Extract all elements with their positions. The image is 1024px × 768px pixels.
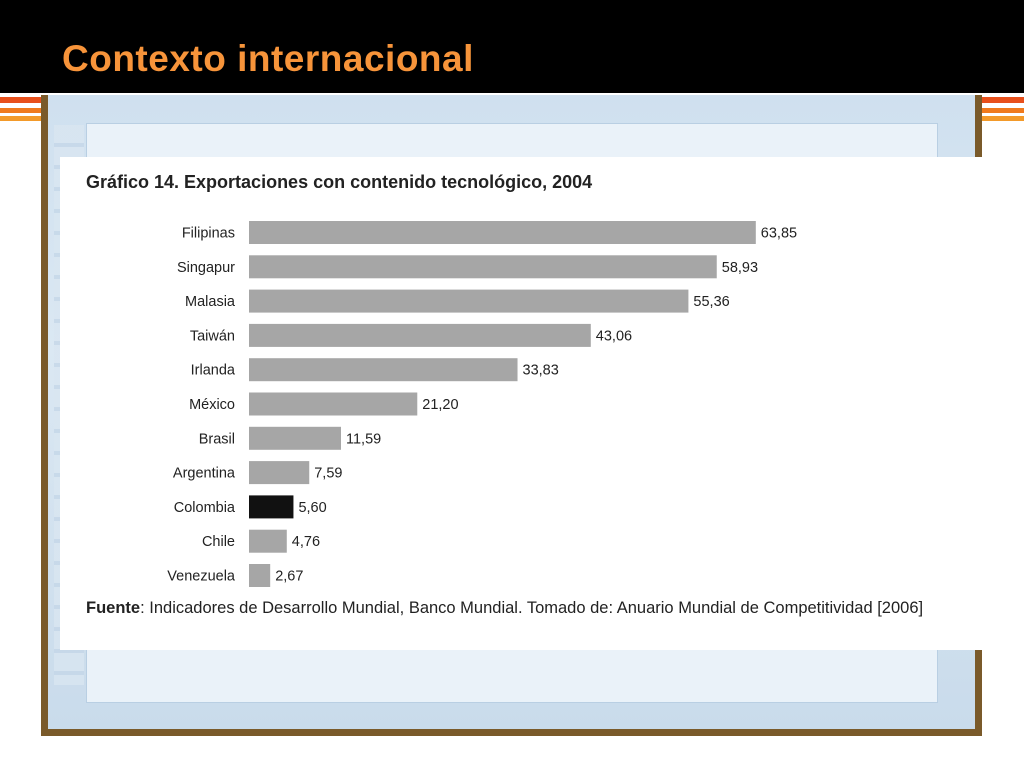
value-label: 2,67 — [275, 569, 303, 585]
category-label: Argentina — [173, 466, 236, 482]
category-label: Filipinas — [182, 226, 235, 242]
value-label: 11,59 — [346, 431, 381, 447]
bar — [249, 358, 518, 382]
value-label: 58,93 — [722, 260, 758, 276]
bar — [249, 495, 294, 519]
category-label: Brasil — [199, 431, 235, 447]
slide-title: Contexto internacional — [62, 38, 474, 79]
bar — [249, 461, 310, 485]
value-label: 63,85 — [761, 226, 797, 242]
category-label: Irlanda — [191, 363, 236, 379]
bar — [249, 392, 418, 416]
category-label: México — [189, 397, 235, 413]
bar-chart: Filipinas 63,85 Singapur 58,93 Malasia 55,36 T… — [167, 221, 797, 587]
value-label: 7,59 — [314, 466, 342, 482]
source-text: : Indicadores de Desarrollo Mundial, Ban… — [140, 599, 924, 617]
slide-header: Contexto internacional — [0, 0, 1024, 93]
category-label: Malasia — [185, 294, 236, 310]
bar — [249, 529, 287, 553]
bar — [249, 255, 717, 279]
value-label: 21,20 — [422, 397, 458, 413]
bar — [249, 426, 341, 450]
category-label: Venezuela — [167, 569, 236, 585]
chart-source: Fuente: Indicadores de Desarrollo Mundia… — [86, 597, 981, 620]
bar — [249, 289, 689, 313]
category-label: Colombia — [174, 500, 236, 516]
category-label: Chile — [202, 534, 235, 550]
chart-card: Gráfico 14. Exportaciones con contenido … — [60, 157, 998, 650]
value-label: 43,06 — [596, 328, 632, 344]
value-label: 4,76 — [292, 534, 320, 550]
value-label: 55,36 — [693, 294, 729, 310]
value-label: 5,60 — [298, 500, 326, 516]
bar — [249, 564, 271, 587]
chart-title: Gráfico 14. Exportaciones con contenido … — [86, 172, 593, 192]
category-label: Singapur — [177, 260, 235, 276]
bar — [249, 221, 756, 244]
bar — [249, 323, 591, 347]
value-label: 33,83 — [523, 363, 559, 379]
source-label: Fuente — [86, 599, 141, 617]
category-label: Taiwán — [190, 328, 235, 344]
